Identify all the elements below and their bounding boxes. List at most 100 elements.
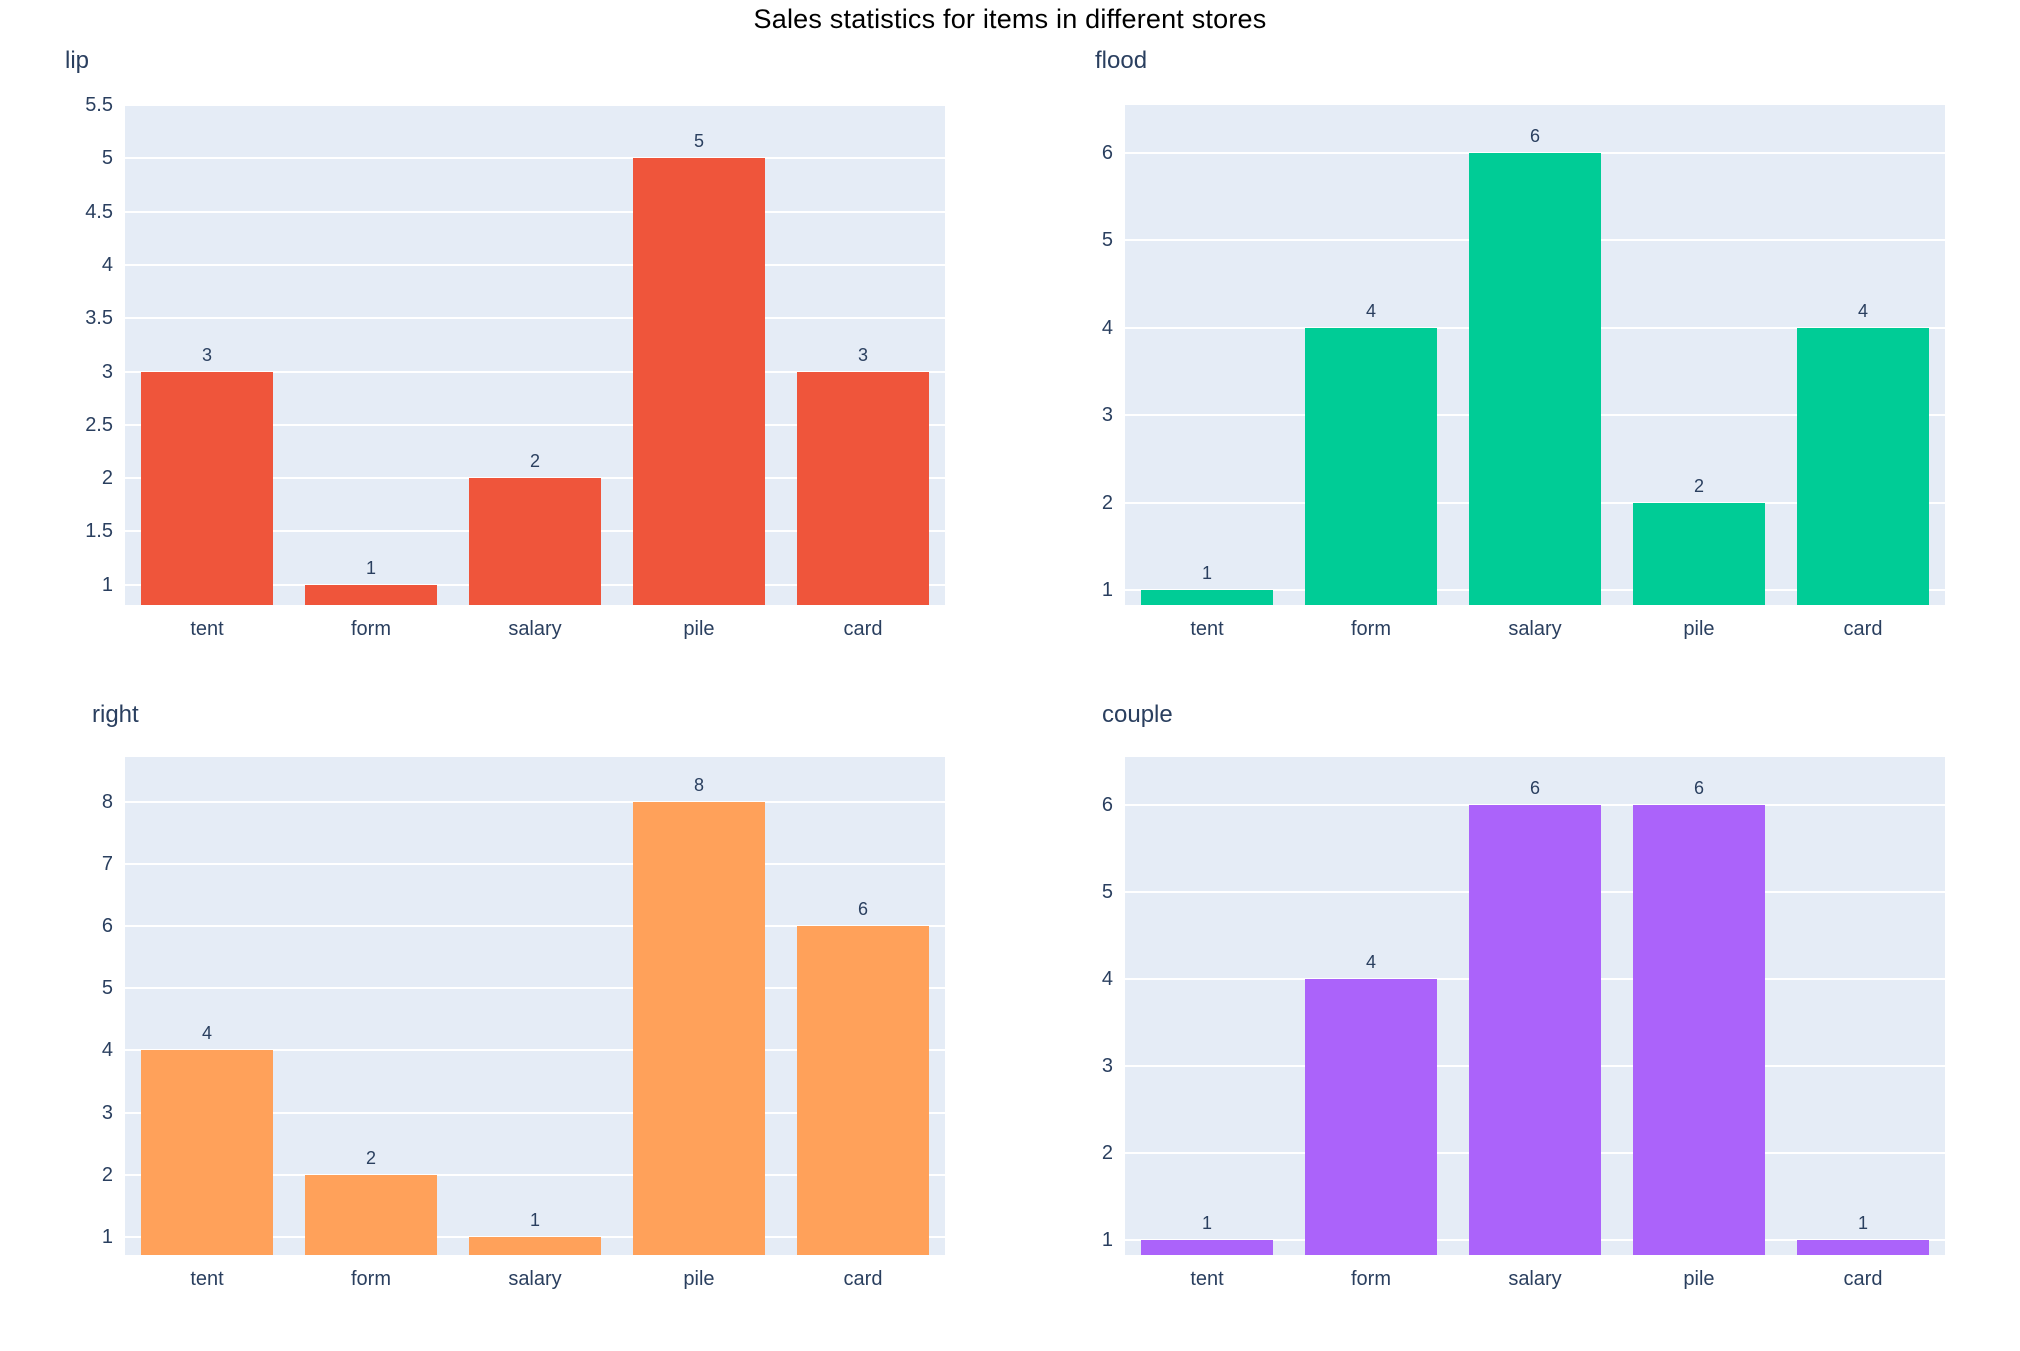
bar-card[interactable]: [1797, 327, 1929, 605]
y-tick-label: 1.5: [85, 520, 113, 543]
bar-value-label: 1: [1201, 563, 1212, 584]
bar-value-label: 5: [693, 131, 704, 152]
x-tick-label: salary: [508, 1268, 562, 1290]
y-tick-label: 3.5: [85, 307, 113, 330]
bar-value-label: 2: [365, 1147, 376, 1168]
x-tick-label: salary: [1508, 618, 1562, 640]
bar-salary[interactable]: [1469, 153, 1601, 605]
bar-value-label: 4: [201, 1023, 212, 1044]
y-tick-label: 3: [101, 360, 113, 383]
y-tick-label: 1: [1101, 1229, 1113, 1252]
bar-pile[interactable]: [633, 158, 765, 605]
bar-value-label: 3: [857, 344, 868, 365]
bar-tent[interactable]: [1141, 1240, 1273, 1255]
bar-form[interactable]: [305, 1174, 437, 1255]
gridline: [125, 1049, 945, 1052]
y-tick-label: 2: [101, 1163, 113, 1186]
bar-form[interactable]: [305, 584, 437, 605]
y-tick-label: 6: [1101, 793, 1113, 816]
bar-value-label: 6: [857, 899, 868, 920]
y-tick-label: 6: [101, 915, 113, 938]
bar-value-label: 3: [201, 344, 212, 365]
bar-card[interactable]: [797, 926, 929, 1255]
bar-tent[interactable]: [141, 1050, 273, 1255]
y-tick-label: 8: [101, 790, 113, 813]
bar-value-label: 4: [1857, 300, 1868, 321]
bar-value-label: 2: [1693, 475, 1704, 496]
bar-salary[interactable]: [469, 1236, 601, 1255]
y-tick-label: 3: [101, 1101, 113, 1124]
y-tick-label: 2: [1101, 1142, 1113, 1165]
y-tick-label: 1: [101, 573, 113, 596]
bar-chart-right: right 1 2 3 4 5 6 7 8 4 tent 2 form 1 salary 8 pile 6 card: [92, 701, 945, 1290]
gridline: [125, 1111, 945, 1114]
y-tick-label: 5: [1101, 880, 1113, 903]
bar-value-label: 1: [529, 1209, 540, 1230]
gridline: [125, 263, 945, 266]
y-tick-label: 3: [1101, 1055, 1113, 1078]
bar-pile[interactable]: [633, 801, 765, 1255]
x-tick-label: form: [351, 1268, 391, 1290]
gridline: [125, 157, 945, 160]
bar-pile[interactable]: [1633, 502, 1765, 605]
x-tick-label: tent: [1190, 1268, 1224, 1290]
gridline: [125, 210, 945, 213]
bar-card[interactable]: [797, 371, 929, 605]
x-tick-label: card: [1843, 1268, 1883, 1290]
y-tick-label: 3: [1101, 404, 1113, 427]
bar-chart-flood: flood 1 2 3 4 5 6 1 tent 4 form 6 salary 2 pile 4 card: [1095, 47, 1945, 640]
bar-value-label: 1: [365, 557, 376, 578]
y-tick-label: 5: [1101, 229, 1113, 252]
gridline: [125, 317, 945, 320]
bar-form[interactable]: [1305, 327, 1437, 605]
y-tick-label: 1: [1101, 579, 1113, 602]
x-tick-label: salary: [508, 618, 562, 640]
y-tick-label: 1: [101, 1225, 113, 1248]
gridline: [125, 987, 945, 990]
subplot-title: flood: [1095, 47, 1148, 74]
subplot-title: lip: [65, 47, 90, 74]
y-tick-label: 4: [101, 253, 113, 276]
x-tick-label: form: [351, 618, 391, 640]
bar-value-label: 1: [1201, 1213, 1212, 1234]
x-tick-label: card: [843, 1268, 883, 1290]
bar-value-label: 8: [693, 774, 704, 795]
gridline: [125, 370, 945, 373]
x-tick-label: tent: [190, 618, 224, 640]
bar-card[interactable]: [1797, 1240, 1929, 1255]
bar-value-label: 6: [1693, 777, 1704, 798]
bar-chart-couple: couple 1 2 3 4 5 6 1 tent 4 form 6 salary 6 pile 1 card: [1102, 701, 1945, 1290]
y-tick-label: 4: [101, 1039, 113, 1062]
x-tick-label: salary: [1508, 1268, 1562, 1290]
y-tick-label: 4: [1101, 968, 1113, 990]
bar-tent[interactable]: [141, 371, 273, 605]
y-tick-label: 6: [1101, 142, 1113, 165]
bar-value-label: 4: [1365, 952, 1376, 972]
gridline: [125, 423, 945, 426]
bar-tent[interactable]: [1141, 590, 1273, 605]
bar-value-label: 2: [529, 451, 540, 472]
subplot-title: couple: [1102, 701, 1173, 728]
y-tick-label: 2: [1101, 491, 1113, 514]
subplot-title: right: [92, 701, 139, 728]
y-tick-label: 4.5: [85, 200, 113, 223]
y-tick-label: 5.5: [85, 94, 113, 116]
x-tick-label: tent: [190, 1268, 224, 1290]
y-tick-label: 5: [101, 977, 113, 1000]
gridline: [125, 800, 945, 803]
bar-value-label: 1: [1857, 1213, 1868, 1234]
bar-pile[interactable]: [1633, 804, 1765, 1255]
y-tick-label: 4: [1101, 316, 1113, 339]
bar-salary[interactable]: [1469, 804, 1601, 1255]
x-tick-label: pile: [683, 1268, 715, 1290]
bar-form[interactable]: [1305, 979, 1437, 1255]
x-tick-label: card: [1843, 618, 1883, 640]
bar-salary[interactable]: [469, 478, 601, 605]
gridline: [125, 925, 945, 928]
gridline: [125, 104, 945, 106]
x-tick-label: form: [1351, 1268, 1391, 1290]
x-tick-label: card: [843, 618, 883, 640]
gridline: [125, 862, 945, 865]
y-tick-label: 5: [101, 147, 113, 170]
